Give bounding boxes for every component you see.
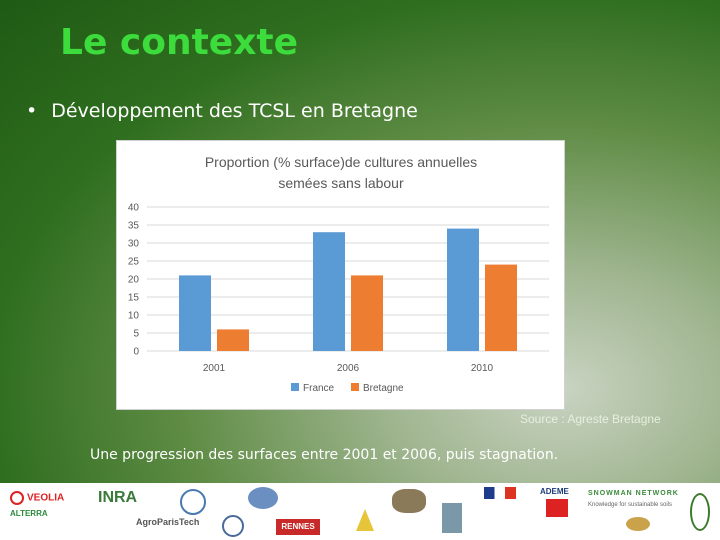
partner-logo-strip: VEOLIA ALTERRA INRA AgroParisTech RENNES… [0,483,720,540]
y-tick-label: 0 [133,347,139,358]
rennes-logo-text: RENNES [281,522,315,531]
ademe-logo: ADEME [540,487,569,496]
legend-swatch-bretagne [351,383,359,391]
y-tick-label: 5 [133,329,139,340]
source-note: Source : Agreste Bretagne [520,412,661,426]
ademe-logo-text: ADEME [540,487,569,496]
chart-title-line: semées sans labour [278,175,404,191]
snowman-logo: SNOWMAN NETWORK [588,490,679,497]
ouragro-icon [626,517,650,531]
x-tick-label: 2006 [337,363,360,374]
agroparistech-logo: AgroParisTech [136,517,199,527]
ademe-icon [546,499,568,517]
rennes-logo: RENNES [276,519,320,535]
snowman-tagline: Knowledge for sustainable soils [588,502,672,508]
agroparistech-logo-text: AgroParisTech [136,517,200,527]
y-tick-label: 15 [128,293,140,304]
soil-association-icon [392,489,426,513]
legend-label-bretagne: Bretagne [363,383,404,394]
plant-icon [690,493,710,531]
cirad-icon [222,515,244,537]
y-tick-label: 35 [128,221,140,232]
y-tick-label: 30 [128,239,140,250]
bar-chart: Proportion (% surface)de cultures annuel… [128,154,549,394]
veolia-logo-text: VEOLIA [27,492,65,504]
alterra-logo-text: ALTERRA [10,509,48,518]
bar-france-2010 [447,228,479,351]
chart-container: Proportion (% surface)de cultures annuel… [116,140,565,410]
university-seal-icon [180,489,206,515]
bar-bretagne-2010 [485,264,517,351]
bar-france-2001 [179,275,211,351]
bar-bretagne-2006 [351,275,383,351]
veolia-logo: VEOLIA [10,491,64,505]
y-tick-label: 20 [128,275,140,286]
agrocampus-icon [248,487,278,509]
snowman-logo-text: SNOWMAN NETWORK [588,490,679,497]
legend-swatch-france [291,383,299,391]
bullet-item: • Développement des TCSL en Bretagne [26,100,418,122]
bar-bretagne-2001 [217,329,249,351]
bullet-dot-icon: • [26,100,38,122]
snowman-tagline-text: Knowledge for sustainable soils [588,502,673,508]
veolia-icon [10,491,24,505]
legend-label-france: France [303,383,335,394]
bar-france-2006 [313,232,345,351]
y-tick-label: 40 [128,203,140,214]
alterra-logo: ALTERRA [10,509,48,518]
chart-title-line: Proportion (% surface)de cultures annuel… [205,154,477,170]
inra-logo-text: INRA [98,489,138,506]
inra-logo: INRA [98,489,137,507]
y-tick-label: 25 [128,257,140,268]
y-tick-label: 10 [128,311,140,322]
slide-title: Le contexte [60,22,299,63]
bullet-text: Développement des TCSL en Bretagne [51,100,418,122]
x-tick-label: 2001 [203,363,226,374]
institute-logo-icon [442,503,462,533]
slide-caption: Une progression des surfaces entre 2001 … [90,447,559,463]
x-tick-label: 2010 [471,363,494,374]
republique-flag-icon [484,487,516,499]
grain-icon [356,509,374,531]
